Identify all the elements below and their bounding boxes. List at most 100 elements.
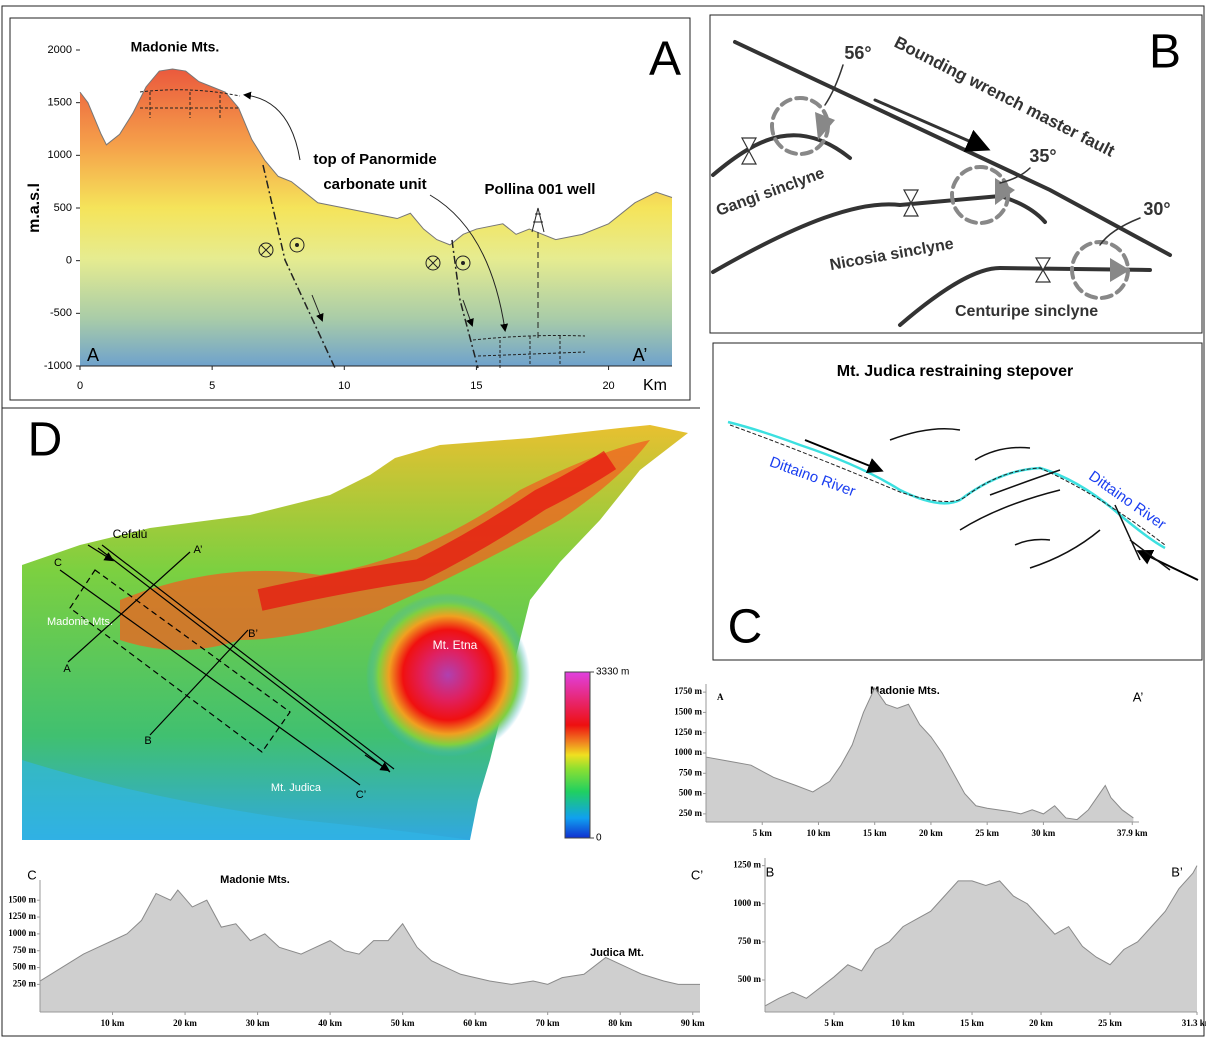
section-end-label: B [144, 735, 151, 747]
x-tick-label: 10 km [101, 1018, 125, 1028]
y-tick-label: 1250 m [733, 860, 761, 870]
y-tick-label: 250 m [679, 808, 703, 818]
place-label: Mt. Etna [433, 638, 478, 652]
y-axis-label: m.a.s.l [26, 183, 43, 233]
x-tick-label: 0 [77, 380, 83, 392]
panel-letter: B [1149, 26, 1181, 79]
panel-letter: D [28, 414, 63, 467]
section-end: A’ [633, 345, 648, 365]
x-tick-label: 5 km [753, 828, 773, 838]
x-tick-label: 90 km [681, 1018, 705, 1028]
x-tick-label: 20 km [1029, 1018, 1053, 1028]
y-tick-label: 2000 [48, 44, 72, 56]
y-tick-label: 1750 m [674, 686, 702, 696]
topography-fill [80, 68, 672, 367]
annotation: carbonate unit [323, 176, 426, 193]
x-tick-label: 30 km [1032, 828, 1056, 838]
x-tick-label: 10 km [807, 828, 831, 838]
x-tick-label: 15 [470, 380, 482, 392]
place-label: Cefalù [113, 527, 148, 541]
profile-line [39, 889, 700, 985]
panel-b-structures [711, 40, 1172, 327]
y-tick-label: 1500 [48, 97, 72, 109]
well-label: Pollina 001 well [485, 181, 596, 198]
x-tick-label: 15 km [863, 828, 887, 838]
place-label: Madonie Mts. [47, 616, 113, 628]
section-end-label: A’ [194, 544, 203, 556]
y-tick-label: 750 m [738, 936, 762, 946]
panel-title: Mt. Judica restraining stepover [837, 363, 1074, 380]
place-label: Mt. Judica [271, 782, 322, 794]
section-start: B [766, 864, 775, 879]
dip-angle: 56° [844, 43, 871, 63]
y-tick-label: 1000 m [8, 928, 36, 938]
profile-fill [706, 688, 1134, 822]
y-tick-label: 750 m [13, 945, 37, 955]
profile-line [764, 865, 1198, 1007]
dip-angle: 30° [1143, 199, 1170, 219]
x-tick-label: 20 km [919, 828, 943, 838]
section-end-label: B’ [248, 628, 258, 640]
peak-label: Madonie Mts. [131, 39, 220, 55]
profile-line [705, 687, 1134, 821]
section-end-label: A [63, 663, 71, 675]
map [22, 425, 688, 840]
x-tick-label: 5 [209, 380, 215, 392]
x-tick-label: 20 [602, 380, 614, 392]
x-tick-label: 30 km [246, 1018, 270, 1028]
x-tick-label: 10 km [891, 1018, 915, 1028]
colorbar-label: 0 [596, 833, 602, 844]
panel-a-structures [139, 89, 586, 369]
x-tick-label: 37.9 km [1117, 828, 1148, 838]
end-label: Judica Mt. [590, 947, 644, 959]
panel-a [79, 68, 673, 367]
section-start: A [87, 345, 99, 365]
topography [79, 68, 673, 246]
etna [366, 593, 530, 757]
x-tick-label: 20 km [173, 1018, 197, 1028]
x-tick-label: 70 km [536, 1018, 560, 1028]
y-tick-label: 500 [54, 202, 72, 214]
y-tick-label: 1500 m [8, 894, 36, 904]
x-tick-label: 50 km [391, 1018, 415, 1028]
y-tick-label: 750 m [679, 767, 703, 777]
x-tick-label: 10 [338, 380, 350, 392]
x-tick-label: 60 km [463, 1018, 487, 1028]
ridge [120, 440, 650, 650]
y-tick-label: 1500 m [674, 706, 702, 716]
colorbar [564, 671, 591, 839]
colorbar-label: 3330 m [596, 667, 629, 678]
y-tick-label: 250 m [13, 978, 37, 988]
x-tick-label: 25 km [1098, 1018, 1122, 1028]
y-tick-label: 1000 m [674, 747, 702, 757]
section-start: A [717, 692, 724, 702]
x-unit: Km [643, 377, 667, 394]
lowland [22, 760, 470, 840]
panel-c-structures [727, 420, 1199, 581]
panel-letter: C [728, 601, 763, 654]
panel-letter: A [649, 33, 681, 86]
annotation: top of Panormide [313, 151, 436, 168]
ridge [257, 450, 617, 611]
x-tick-label: 31.3 km [1182, 1018, 1206, 1028]
section-start: C [27, 867, 36, 882]
section-end-label: C [54, 557, 62, 569]
profile-fill [765, 865, 1197, 1012]
y-tick-label: -500 [50, 307, 72, 319]
x-tick-label: 5 km [824, 1018, 844, 1028]
section-end: A’ [1133, 689, 1144, 704]
syncline-label: Centuripe sinclyne [955, 303, 1098, 320]
peak-label: Madonie Mts. [220, 874, 290, 886]
peak-label: Madonie Mts. [870, 685, 940, 697]
x-tick-label: 25 km [975, 828, 999, 838]
y-tick-label: -1000 [44, 360, 72, 372]
dip-angle: 35° [1029, 146, 1056, 166]
x-tick-label: 15 km [960, 1018, 984, 1028]
section-end-label: C’ [356, 789, 366, 801]
y-tick-label: 1250 m [8, 911, 36, 921]
x-tick-label: 80 km [608, 1018, 632, 1028]
y-tick-label: 500 m [738, 974, 762, 984]
section-end: C’ [691, 867, 703, 882]
y-tick-label: 1000 m [733, 898, 761, 908]
